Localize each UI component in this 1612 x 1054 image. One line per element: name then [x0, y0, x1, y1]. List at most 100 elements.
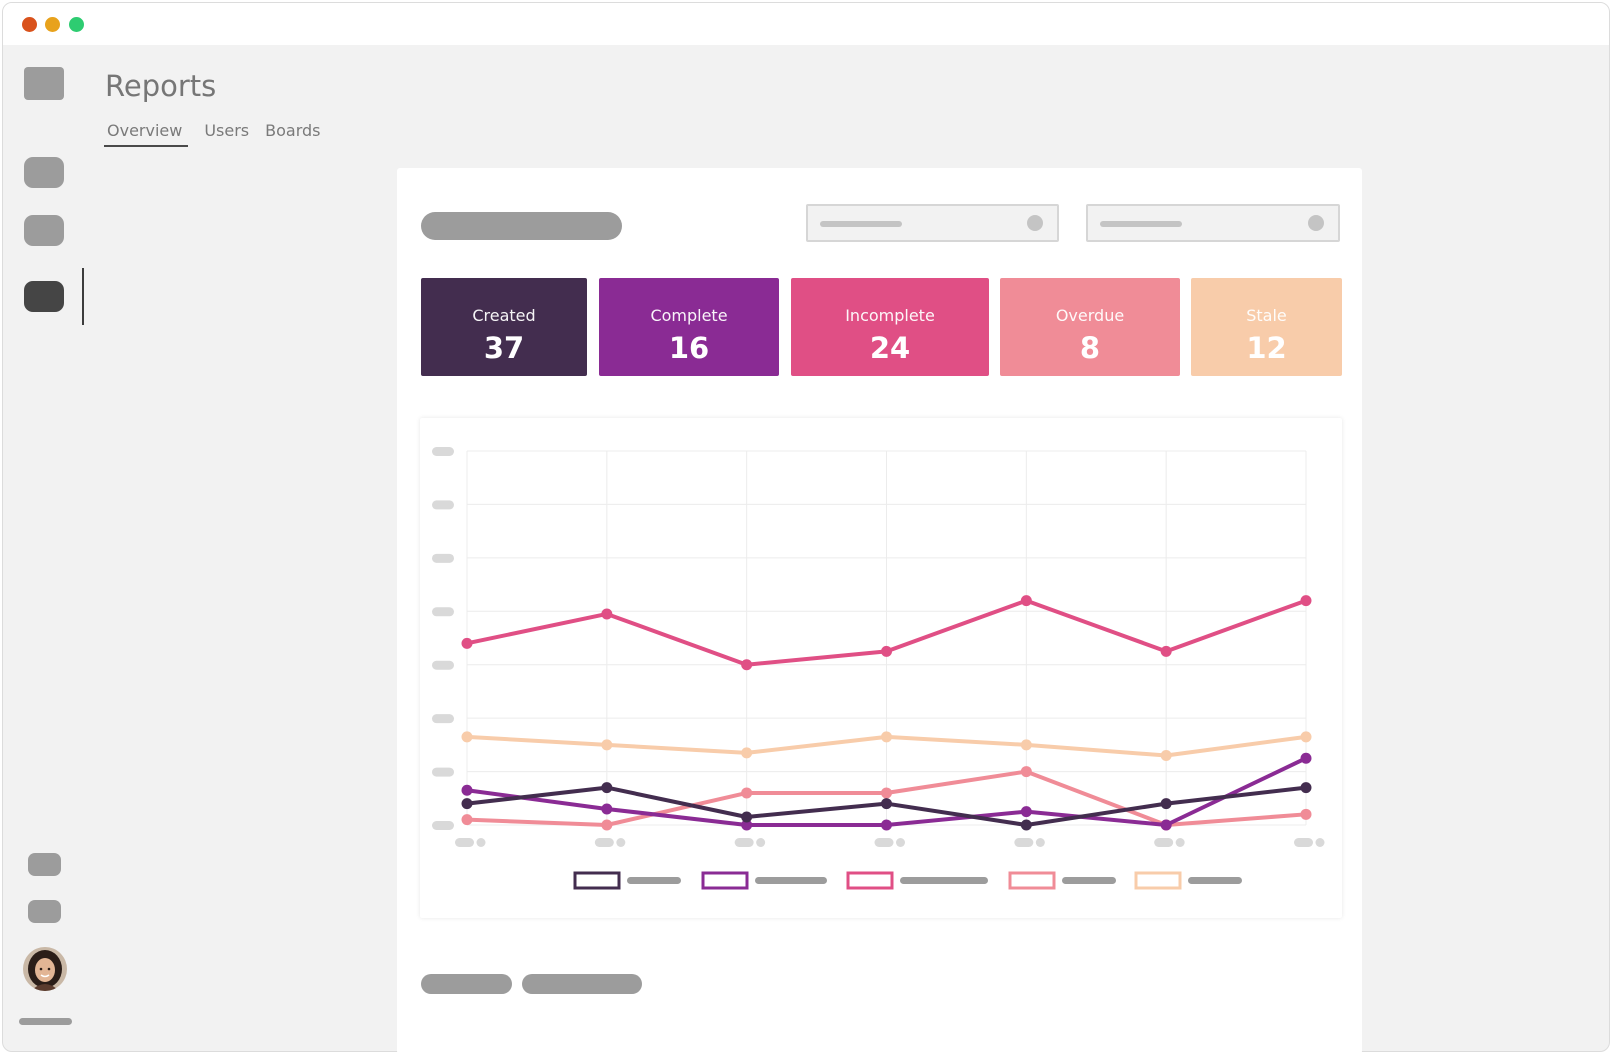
minimize-window-button[interactable]	[45, 17, 60, 32]
stat-label: Created	[472, 306, 536, 325]
chevron-down-icon	[1308, 215, 1324, 231]
chevron-down-icon	[1027, 215, 1043, 231]
panel-title-placeholder	[421, 212, 622, 240]
data-point	[741, 811, 753, 823]
y-tick-label-placeholder	[432, 607, 454, 617]
stat-overdue[interactable]: Overdue 8	[1000, 278, 1180, 376]
data-point	[881, 819, 892, 831]
y-tick-label-placeholder	[432, 447, 454, 456]
sidebar-item-reports[interactable]	[24, 281, 64, 312]
stat-stale[interactable]: Stale 12	[1191, 278, 1342, 376]
y-tick-label-placeholder	[432, 821, 454, 830]
x-tick-label-dot	[896, 838, 905, 847]
y-tick-label-placeholder	[432, 660, 454, 670]
bottom-tab-placeholder-1[interactable]	[421, 974, 512, 994]
legend-label-placeholder	[627, 877, 681, 884]
maximize-window-button[interactable]	[69, 17, 84, 32]
y-tick-label-placeholder	[432, 500, 454, 510]
stat-complete[interactable]: Complete 16	[599, 278, 779, 376]
x-tick-label-dot	[1175, 838, 1185, 847]
x-tick-label-dot	[756, 838, 766, 847]
x-tick-label-placeholder	[594, 838, 614, 847]
stat-label: Complete	[650, 306, 728, 325]
x-tick-label-dot	[476, 838, 486, 847]
x-tick-label-placeholder	[1014, 838, 1034, 847]
line-chart	[432, 447, 1325, 890]
data-point	[461, 637, 473, 649]
title-bar	[3, 3, 1609, 45]
select-value-placeholder	[820, 221, 902, 227]
sidebar-collapse-handle[interactable]	[19, 1018, 72, 1025]
sidebar-item-help[interactable]	[28, 853, 61, 876]
tab-users[interactable]: Users	[204, 121, 250, 140]
line-chart-card	[420, 418, 1342, 918]
data-point	[1020, 819, 1032, 831]
data-point	[601, 803, 613, 815]
data-point	[1160, 819, 1172, 831]
data-point	[461, 731, 473, 743]
data-point	[461, 814, 473, 826]
data-point	[1300, 808, 1312, 820]
stat-incomplete[interactable]: Incomplete 24	[791, 278, 989, 376]
tab-boards[interactable]: Boards	[265, 121, 321, 140]
close-window-button[interactable]	[22, 17, 37, 32]
data-point	[1160, 750, 1172, 762]
data-point	[881, 787, 892, 799]
sidebar-item-1[interactable]	[24, 157, 64, 188]
stat-value: 37	[483, 331, 525, 365]
x-tick-label-dot	[616, 838, 626, 847]
x-tick-label-placeholder	[455, 838, 474, 847]
data-point	[601, 739, 613, 751]
data-point	[1160, 645, 1172, 657]
y-tick-label-placeholder	[432, 553, 454, 563]
data-point	[1020, 766, 1032, 778]
data-point	[1300, 595, 1312, 607]
data-point	[1300, 752, 1312, 764]
legend-label-placeholder	[900, 877, 988, 884]
data-point	[601, 608, 613, 620]
report-tabs: Overview Users Boards	[104, 121, 321, 147]
sidebar-active-indicator	[82, 268, 84, 325]
legend-label-placeholder	[755, 877, 827, 884]
data-point	[461, 784, 473, 796]
data-point	[1160, 798, 1172, 810]
page-title: Reports	[105, 69, 217, 103]
data-point	[461, 798, 473, 810]
sidebar-item-settings[interactable]	[28, 900, 61, 923]
data-point	[881, 645, 892, 657]
data-point	[1020, 806, 1032, 818]
x-tick-label-dot	[1035, 838, 1045, 847]
data-point	[1300, 782, 1312, 794]
sidebar-item-2[interactable]	[24, 215, 64, 246]
data-point	[741, 787, 753, 799]
user-avatar[interactable]	[23, 947, 67, 991]
filter-select-2[interactable]	[1086, 204, 1340, 242]
x-tick-label-placeholder	[734, 838, 754, 847]
x-tick-label-dot	[1315, 838, 1325, 847]
stat-label: Overdue	[1055, 306, 1125, 325]
legend-swatch	[1134, 871, 1182, 890]
x-tick-label-placeholder	[1154, 838, 1174, 847]
stat-label: Incomplete	[845, 306, 935, 325]
stat-created[interactable]: Created 37	[421, 278, 587, 376]
data-point	[1300, 731, 1312, 743]
data-point	[1020, 739, 1032, 751]
legend-label-placeholder	[1188, 877, 1242, 884]
data-point	[601, 819, 613, 831]
legend-swatch	[1008, 871, 1056, 890]
x-tick-label-placeholder	[1294, 838, 1313, 847]
bottom-tab-placeholder-2[interactable]	[522, 974, 642, 994]
legend-label-placeholder	[1062, 877, 1116, 884]
data-point	[741, 659, 753, 671]
y-tick-label-placeholder	[432, 767, 454, 777]
tab-overview[interactable]: Overview	[104, 121, 189, 147]
data-point	[741, 747, 753, 759]
y-tick-label-placeholder	[432, 714, 454, 724]
legend-swatch	[846, 871, 894, 890]
filter-select-1[interactable]	[806, 204, 1059, 242]
sidebar-logo-icon[interactable]	[24, 67, 64, 100]
data-point	[881, 731, 892, 743]
stat-value: 24	[869, 331, 911, 365]
stat-value: 12	[1246, 331, 1287, 365]
data-point	[601, 782, 613, 794]
